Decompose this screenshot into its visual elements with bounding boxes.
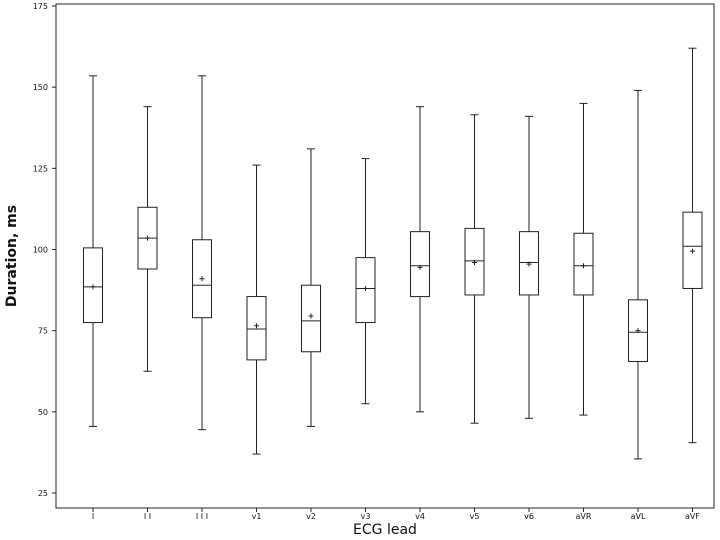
x-tick-label: v6 — [524, 512, 534, 521]
x-tick-label: aVF — [685, 512, 700, 521]
box-III — [192, 75, 212, 431]
box-v4 — [410, 106, 430, 413]
box-aVF — [682, 47, 703, 444]
plot-frame — [55, 3, 715, 509]
box-II — [137, 106, 158, 372]
y-tick-label: 25 — [38, 489, 48, 498]
x-tick-label: I — [92, 512, 94, 521]
box-I — [83, 75, 103, 427]
y-tick-label: 150 — [33, 83, 48, 92]
box-v5 — [464, 114, 485, 424]
box-aVR — [573, 102, 594, 416]
y-axis: 25 50 75 100 125 150 175 — [33, 2, 56, 498]
y-tick-label: 175 — [33, 2, 48, 11]
box-v2 — [301, 148, 321, 427]
x-tick-label: I I I — [196, 512, 208, 521]
iqr-box — [410, 231, 430, 298]
x-axis: I I I I I I v1 v2 v3 v4 v5 v6 aVR aVL aVF — [92, 508, 700, 521]
boxes — [83, 47, 703, 460]
box-aVL — [628, 89, 648, 460]
x-tick-label: v1 — [252, 512, 262, 521]
box-v3 — [355, 158, 376, 405]
y-tick-label: 75 — [38, 327, 48, 336]
x-tick-label: v2 — [306, 512, 316, 521]
x-tick-label: aVL — [631, 512, 646, 521]
x-tick-label: I I — [144, 512, 151, 521]
box-v6 — [519, 115, 539, 419]
y-tick-label: 125 — [33, 164, 48, 173]
x-tick-label: v4 — [415, 512, 425, 521]
x-tick-label: v3 — [361, 512, 371, 521]
x-tick-label: v5 — [470, 512, 480, 521]
box-v1 — [246, 164, 267, 455]
y-tick-label: 100 — [33, 246, 48, 255]
y-axis-title: Duration, ms — [4, 205, 20, 307]
y-tick-label: 50 — [38, 408, 48, 417]
x-tick-label: aVR — [576, 512, 592, 521]
x-axis-title: ECG lead — [353, 522, 417, 538]
